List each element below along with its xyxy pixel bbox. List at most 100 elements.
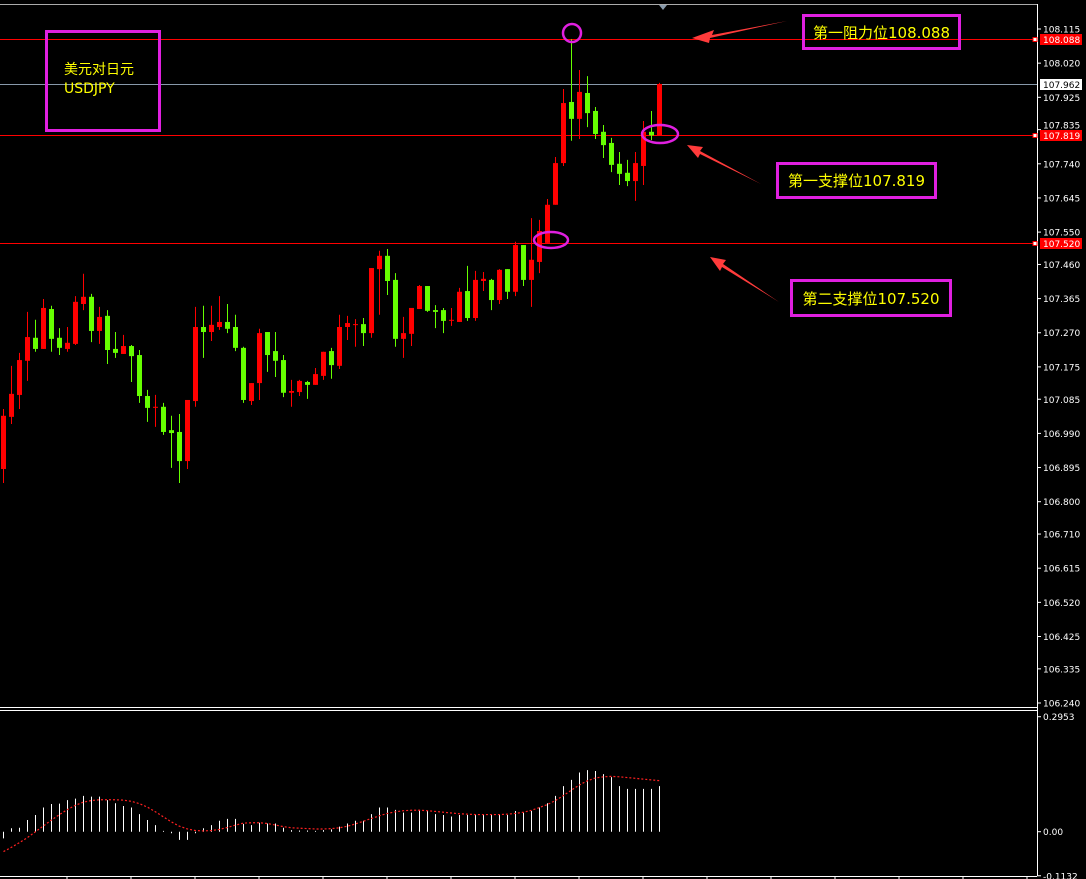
symbol-title-box: 美元对日元 USDJPY [45, 30, 161, 132]
candle-body [353, 324, 358, 326]
candle [249, 383, 254, 406]
macd-y-tick-label: -0.1132 [1043, 872, 1078, 879]
candle [209, 305, 214, 342]
candle [569, 39, 574, 141]
candle-body [241, 347, 246, 400]
candle [297, 379, 302, 397]
candle [345, 315, 350, 340]
candle [425, 286, 430, 312]
y-tick-label: 107.925 [1043, 94, 1080, 104]
y-tick-label: 107.365 [1043, 295, 1080, 305]
candle [617, 151, 622, 186]
candle-body [281, 360, 286, 393]
candle [337, 314, 342, 370]
candle-body [513, 245, 518, 292]
candle-body [441, 310, 446, 321]
candle [225, 303, 230, 334]
y-tick-label: 108.020 [1043, 60, 1080, 70]
level-tag [1040, 130, 1082, 141]
level-marker [1032, 133, 1038, 138]
candle [201, 305, 206, 358]
candle [585, 76, 590, 128]
candle-body [585, 92, 590, 114]
candle [65, 326, 70, 352]
candle-body [409, 307, 414, 334]
candle [145, 389, 150, 422]
macd-y-tick-label: 0.2953 [1043, 713, 1075, 723]
candle [417, 284, 422, 310]
candle-body [233, 326, 238, 348]
y-tick-label: 107.175 [1043, 363, 1080, 373]
level-lines [0, 39, 1037, 244]
candle-body [217, 321, 222, 327]
candle-body [81, 296, 86, 304]
candle [321, 351, 326, 380]
candle [625, 159, 630, 187]
candle-body [377, 255, 382, 270]
candle-body [321, 351, 326, 376]
macd-panel: 0.2953 0.00 -0.1132 [3, 713, 1078, 879]
shift-marker-icon[interactable] [659, 5, 667, 10]
candle [393, 273, 398, 347]
level-tag-label: 107.520 [1043, 240, 1080, 250]
candle-body [593, 110, 598, 134]
candle [529, 218, 534, 307]
candle-body [89, 296, 94, 331]
candle [353, 319, 358, 347]
candle-body [625, 172, 630, 182]
candle-body [481, 278, 486, 281]
candle-body [97, 316, 102, 331]
candle [433, 305, 438, 329]
candle [241, 346, 246, 403]
candle [545, 199, 550, 243]
level-marker [1032, 37, 1038, 42]
candle-body [49, 309, 54, 339]
candle-body [569, 101, 574, 119]
candle-body [113, 348, 118, 353]
candle-body [545, 204, 550, 243]
candle [233, 314, 238, 352]
candle-body [385, 255, 390, 281]
symbol-title-en: USDJPY [64, 81, 115, 97]
candle [553, 156, 558, 205]
candle-body [521, 245, 526, 280]
candle-body [257, 333, 262, 384]
macd-y-tick-label: 0.00 [1043, 828, 1063, 838]
candle-body [121, 346, 126, 354]
candle-body [225, 321, 230, 329]
candle [481, 271, 486, 292]
candle [177, 413, 182, 484]
candle [593, 107, 598, 139]
candle [25, 311, 30, 381]
candle-body [1, 415, 6, 469]
candle [33, 319, 38, 352]
candle-body [249, 383, 254, 402]
candle [265, 332, 270, 372]
arrow-support2-icon [710, 257, 779, 302]
candle-body [169, 430, 174, 434]
ellipse-support1-marker [640, 123, 680, 145]
candle-body [489, 279, 494, 301]
candles [1, 39, 662, 484]
candle-body [633, 163, 638, 182]
candle [377, 250, 382, 315]
candle-body [369, 268, 374, 334]
candle [633, 151, 638, 201]
candle-body [609, 142, 614, 165]
candle-body [289, 390, 294, 393]
y-tick-label: 106.425 [1043, 633, 1080, 643]
candle [153, 394, 158, 427]
candle-body [313, 374, 318, 385]
candle [257, 328, 262, 400]
candle-body [473, 279, 478, 319]
candle [281, 355, 286, 398]
ellipse-support2-marker [532, 230, 570, 250]
frame [0, 4, 1038, 877]
candle-body [145, 396, 150, 408]
candle [81, 273, 86, 311]
support2-label: 第二支撑位107.520 [790, 279, 952, 317]
candle-body [105, 315, 110, 351]
candle [289, 379, 294, 407]
candle [313, 367, 318, 385]
candle [561, 89, 566, 166]
